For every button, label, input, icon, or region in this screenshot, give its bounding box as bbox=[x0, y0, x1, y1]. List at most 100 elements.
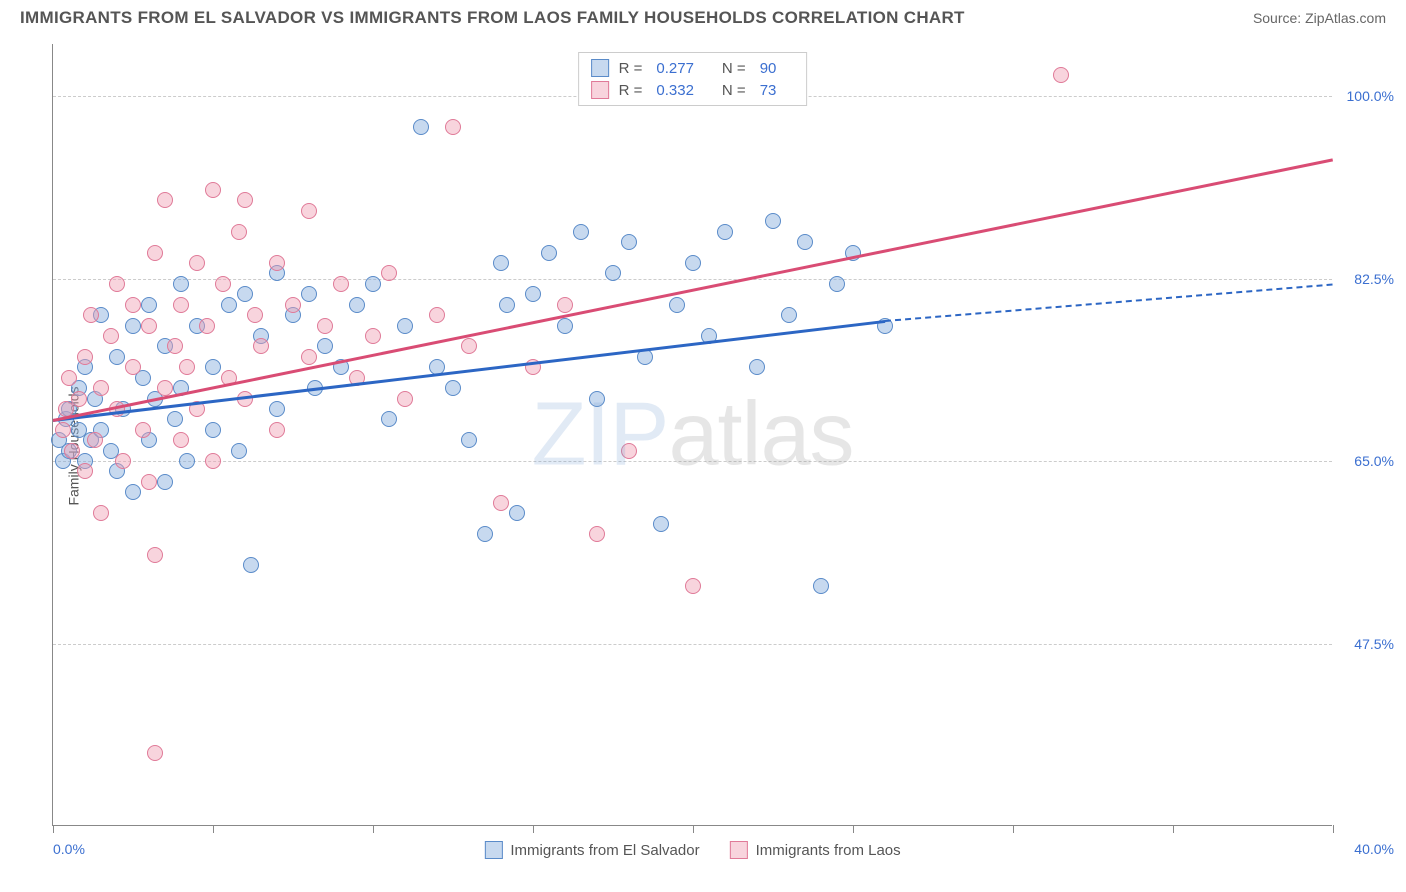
scatter-point bbox=[301, 203, 317, 219]
scatter-point bbox=[349, 297, 365, 313]
x-tick-label: 40.0% bbox=[1354, 841, 1394, 857]
plot-area: ZIPatlas R =0.277N =90R =0.332N =73 Immi… bbox=[52, 44, 1332, 826]
legend-series-item: Immigrants from El Salvador bbox=[484, 841, 699, 859]
scatter-point bbox=[589, 391, 605, 407]
scatter-point bbox=[189, 255, 205, 271]
scatter-point bbox=[525, 286, 541, 302]
chart-title: IMMIGRANTS FROM EL SALVADOR VS IMMIGRANT… bbox=[20, 8, 965, 28]
scatter-point bbox=[231, 443, 247, 459]
scatter-point bbox=[717, 224, 733, 240]
scatter-point bbox=[125, 297, 141, 313]
x-tick bbox=[213, 825, 214, 833]
scatter-point bbox=[477, 526, 493, 542]
scatter-point bbox=[135, 422, 151, 438]
legend-r-label: R = bbox=[619, 82, 643, 99]
scatter-point bbox=[413, 119, 429, 135]
x-tick bbox=[1333, 825, 1334, 833]
x-tick bbox=[373, 825, 374, 833]
scatter-point bbox=[749, 359, 765, 375]
scatter-point bbox=[333, 276, 349, 292]
scatter-point bbox=[179, 453, 195, 469]
scatter-point bbox=[215, 276, 231, 292]
scatter-point bbox=[813, 578, 829, 594]
watermark: ZIPatlas bbox=[531, 383, 853, 486]
scatter-point bbox=[141, 474, 157, 490]
scatter-point bbox=[781, 307, 797, 323]
scatter-point bbox=[205, 359, 221, 375]
x-tick bbox=[1173, 825, 1174, 833]
scatter-point bbox=[205, 182, 221, 198]
scatter-point bbox=[317, 318, 333, 334]
scatter-point bbox=[365, 328, 381, 344]
scatter-point bbox=[285, 297, 301, 313]
scatter-point bbox=[237, 192, 253, 208]
scatter-point bbox=[125, 484, 141, 500]
x-tick bbox=[853, 825, 854, 833]
chart-area: ZIPatlas R =0.277N =90R =0.332N =73 Immi… bbox=[52, 44, 1332, 826]
scatter-point bbox=[301, 286, 317, 302]
scatter-point bbox=[147, 245, 163, 261]
scatter-point bbox=[243, 557, 259, 573]
scatter-point bbox=[157, 192, 173, 208]
scatter-point bbox=[797, 234, 813, 250]
scatter-point bbox=[509, 505, 525, 521]
scatter-point bbox=[77, 463, 93, 479]
legend-series: Immigrants from El Salvador Immigrants fr… bbox=[484, 841, 900, 859]
scatter-point bbox=[179, 359, 195, 375]
legend-n-label: N = bbox=[722, 60, 746, 77]
scatter-point bbox=[557, 297, 573, 313]
legend-swatch bbox=[591, 81, 609, 99]
scatter-point bbox=[205, 422, 221, 438]
scatter-point bbox=[445, 380, 461, 396]
legend-swatch bbox=[730, 841, 748, 859]
scatter-point bbox=[685, 578, 701, 594]
scatter-point bbox=[231, 224, 247, 240]
scatter-point bbox=[685, 255, 701, 271]
y-tick-label: 100.0% bbox=[1347, 88, 1394, 104]
scatter-point bbox=[381, 411, 397, 427]
legend-n-label: N = bbox=[722, 82, 746, 99]
legend-n-value: 73 bbox=[760, 82, 777, 99]
scatter-point bbox=[1053, 67, 1069, 83]
scatter-point bbox=[829, 276, 845, 292]
scatter-point bbox=[461, 432, 477, 448]
legend-r-value: 0.332 bbox=[656, 82, 694, 99]
scatter-point bbox=[765, 213, 781, 229]
legend-r-label: R = bbox=[619, 60, 643, 77]
scatter-point bbox=[621, 443, 637, 459]
legend-swatch bbox=[484, 841, 502, 859]
scatter-point bbox=[317, 338, 333, 354]
scatter-point bbox=[109, 349, 125, 365]
scatter-point bbox=[167, 411, 183, 427]
scatter-point bbox=[93, 505, 109, 521]
scatter-point bbox=[167, 338, 183, 354]
scatter-point bbox=[221, 297, 237, 313]
legend-correlation: R =0.277N =90R =0.332N =73 bbox=[578, 52, 808, 106]
legend-series-item: Immigrants from Laos bbox=[730, 841, 901, 859]
scatter-point bbox=[269, 422, 285, 438]
trend-line bbox=[885, 284, 1333, 322]
x-tick bbox=[53, 825, 54, 833]
scatter-point bbox=[77, 349, 93, 365]
scatter-point bbox=[557, 318, 573, 334]
scatter-point bbox=[429, 307, 445, 323]
scatter-point bbox=[541, 245, 557, 261]
scatter-point bbox=[147, 547, 163, 563]
legend-r-value: 0.277 bbox=[656, 60, 694, 77]
scatter-point bbox=[493, 495, 509, 511]
grid-line bbox=[53, 644, 1332, 645]
scatter-point bbox=[445, 119, 461, 135]
scatter-point bbox=[365, 276, 381, 292]
y-tick-label: 47.5% bbox=[1354, 636, 1394, 652]
scatter-point bbox=[61, 370, 77, 386]
scatter-point bbox=[93, 380, 109, 396]
scatter-point bbox=[605, 265, 621, 281]
scatter-point bbox=[499, 297, 515, 313]
grid-line bbox=[53, 279, 1332, 280]
x-tick bbox=[1013, 825, 1014, 833]
scatter-point bbox=[493, 255, 509, 271]
scatter-point bbox=[397, 318, 413, 334]
scatter-point bbox=[125, 318, 141, 334]
scatter-point bbox=[147, 745, 163, 761]
scatter-point bbox=[269, 401, 285, 417]
